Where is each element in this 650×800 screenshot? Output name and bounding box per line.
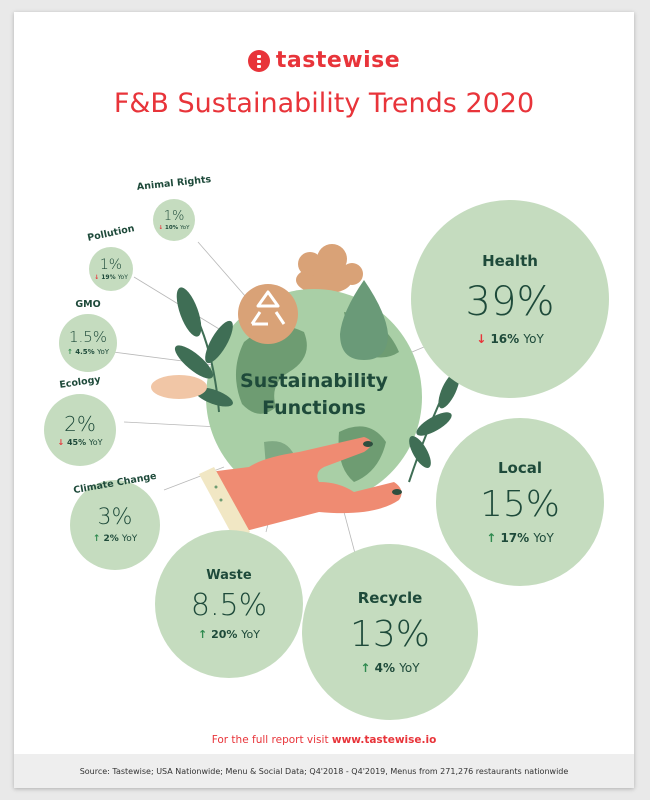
arrow-up-icon: ↑ xyxy=(92,533,101,544)
brand-logo: tastewise xyxy=(14,48,634,73)
connector-line xyxy=(343,511,357,558)
report-link-line: For the full report visit www.tastewise.… xyxy=(211,734,437,746)
report-link[interactable]: www.tastewise.io xyxy=(331,734,437,746)
yoy-change: ↓ 16% YoY xyxy=(476,332,544,346)
arrow-up-icon: ↑ xyxy=(198,627,208,641)
bubble-climate-change: 3% ↑ 2% YoY xyxy=(70,480,160,570)
tastewise-logo-icon xyxy=(247,49,270,72)
bubble-recycle: Recycle 13% ↑ 4% YoY xyxy=(302,544,478,720)
bubble-pollution: 1% ↓ 19% YoY xyxy=(89,247,133,291)
recycle-icon xyxy=(238,284,298,344)
center-label: Sustainability Functions xyxy=(240,370,388,419)
yoy-change: ↑ 2% YoY xyxy=(92,533,138,544)
bubble-gmo: 1.5% ↑ 4.5% YoY xyxy=(59,314,117,372)
yoy-change: ↓ 19% YoY xyxy=(94,273,128,281)
yoy-change: ↓ 10% YoY xyxy=(158,224,190,231)
arrow-up-icon: ↑ xyxy=(486,531,497,545)
decorative-blob xyxy=(151,375,207,399)
yoy-change: ↑ 20% YoY xyxy=(198,627,260,641)
yoy-change: ↓ 45% YoY xyxy=(57,437,103,447)
label-gmo: GMO xyxy=(75,299,101,310)
cloud-icon xyxy=(296,244,363,294)
bubble-ecology: 2% ↓ 45% YoY xyxy=(44,394,116,466)
arrow-up-icon: ↑ xyxy=(66,348,73,356)
bubble-health: Health 39% ↓ 16% YoY xyxy=(411,200,609,398)
leaf-branch-left-icon xyxy=(174,287,233,413)
yoy-change: ↑ 4.5% YoY xyxy=(66,348,110,356)
connector-line xyxy=(123,421,220,428)
arrow-down-icon: ↓ xyxy=(476,332,487,346)
arrow-down-icon: ↓ xyxy=(94,273,100,281)
arrow-down-icon: ↓ xyxy=(57,437,65,447)
water-drop-icon xyxy=(340,280,388,360)
connector-line xyxy=(411,346,425,353)
yoy-change: ↑ 4% YoY xyxy=(360,661,420,675)
bubble-animal-rights: 1% ↓ 10% YoY xyxy=(153,199,195,241)
bubble-waste: Waste 8.5% ↑ 20% YoY xyxy=(155,530,303,678)
source-note: Source: Tastewise; USA Nationwide; Menu … xyxy=(14,754,634,788)
hand-icon xyxy=(199,437,402,542)
yoy-change: ↑ 17% YoY xyxy=(486,531,554,545)
brand-name: tastewise xyxy=(275,48,401,73)
arrow-down-icon: ↓ xyxy=(158,224,164,231)
arrow-up-icon: ↑ xyxy=(360,661,371,675)
bubble-local: Local 15% ↑ 17% YoY xyxy=(436,418,604,586)
connector-line xyxy=(112,351,230,368)
illustration xyxy=(112,241,460,558)
infographic-page: tastewise F&B Sustainability Trends 2020 xyxy=(14,12,634,788)
page-title: F&B Sustainability Trends 2020 xyxy=(113,88,535,119)
